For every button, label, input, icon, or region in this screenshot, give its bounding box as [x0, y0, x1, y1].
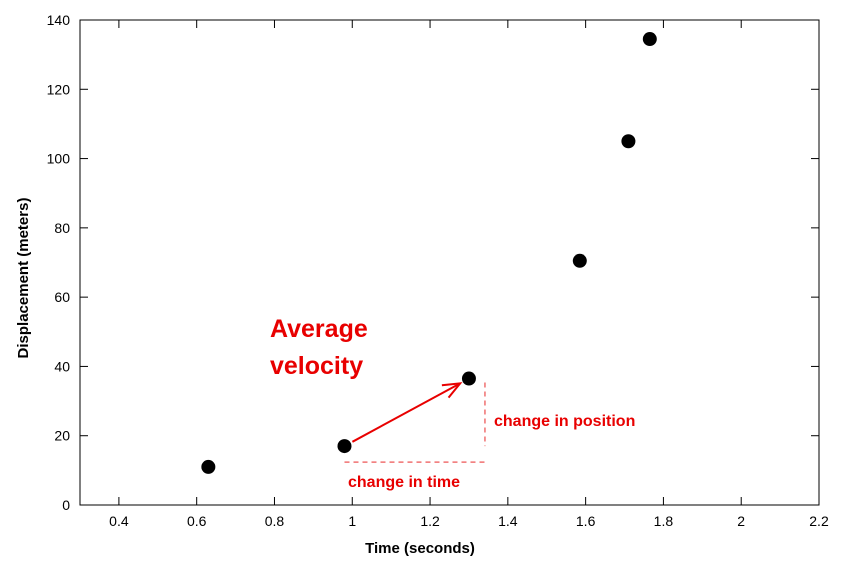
- arrow-head: [441, 382, 463, 399]
- data-points: [201, 32, 657, 474]
- y-tick-label: 80: [54, 220, 70, 236]
- y-tick-label: 0: [62, 497, 70, 513]
- x-tick-label: 2: [737, 513, 745, 529]
- annotations: Average velocity change in position chan…: [270, 315, 635, 491]
- data-point: [337, 439, 352, 454]
- average-velocity-arrow: [351, 382, 461, 443]
- y-tick-label: 40: [54, 358, 70, 374]
- x-tick-label: 1.4: [498, 513, 518, 529]
- x-tick-label: 1: [348, 513, 356, 529]
- data-point: [572, 253, 587, 268]
- y-tick-label: 60: [54, 289, 70, 305]
- data-point: [461, 371, 476, 386]
- data-point: [621, 134, 636, 149]
- x-tick-label: 2.2: [809, 513, 829, 529]
- x-tick-label: 0.4: [109, 513, 129, 529]
- y-tick-label: 120: [47, 81, 71, 97]
- data-point: [642, 32, 657, 47]
- y-tick-label: 140: [47, 12, 71, 28]
- y-axis-title: Displacement (meters): [15, 198, 32, 359]
- plot-frame: [79, 19, 820, 506]
- x-tick-label: 0.6: [187, 513, 207, 529]
- average-velocity-label-line1: Average: [270, 315, 368, 343]
- y-tick-label: 20: [54, 428, 70, 444]
- tick-labels: 0.4 0.6 0.8 1 1.2 1.4 1.6 1.8 2 2.2 0 20 40 60 80 100 12…: [47, 12, 829, 529]
- x-axis-title: Time (seconds): [365, 540, 475, 557]
- x-tick-label: 0.8: [265, 513, 285, 529]
- axis-ticks: [80, 19, 820, 506]
- x-tick-label: 1.6: [576, 513, 596, 529]
- y-tick-label: 100: [47, 151, 71, 167]
- change-in-position-label: change in position: [494, 413, 635, 430]
- x-tick-label: 1.8: [654, 513, 674, 529]
- data-point: [201, 459, 216, 474]
- x-tick-label: 1.2: [420, 513, 440, 529]
- change-in-time-label: change in time: [348, 474, 460, 491]
- average-velocity-label-line2: velocity: [270, 352, 363, 380]
